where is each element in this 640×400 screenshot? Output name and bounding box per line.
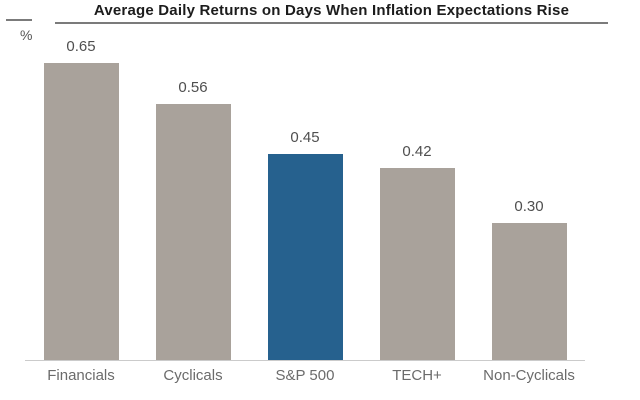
bar-group-non-cyclicals: 0.30 xyxy=(473,30,585,360)
chart-title: Average Daily Returns on Days When Infla… xyxy=(55,2,608,24)
bar-value-non-cyclicals: 0.30 xyxy=(514,198,544,215)
bar-group-financials: 0.65 xyxy=(25,30,137,360)
x-tick-financials: Financials xyxy=(47,367,115,384)
bar-value-s-p-500: 0.45 xyxy=(290,129,320,146)
bar-value-cyclicals: 0.56 xyxy=(178,79,208,96)
x-axis-labels: Financials Cyclicals S&P 500 TECH+ Non-Cycli… xyxy=(25,367,585,384)
bar-value-financials: 0.65 xyxy=(66,38,96,55)
y-axis-unit-label: % xyxy=(20,27,33,43)
bar-group-cyclicals: 0.56 xyxy=(137,30,249,360)
x-tick-non-cyclicals: Non-Cyclicals xyxy=(483,367,575,384)
bar-financials xyxy=(43,63,119,360)
x-tick-s-p-500: S&P 500 xyxy=(275,367,335,384)
x-tick-tech: TECH+ xyxy=(392,367,442,384)
plot-area: 0.65 0.56 0.45 0.42 0.30 xyxy=(25,30,585,360)
bar-value-tech: 0.42 xyxy=(402,143,432,160)
bar-group-s-p-500: 0.45 xyxy=(249,30,361,360)
x-axis-line xyxy=(25,360,585,361)
bar-group-tech: 0.42 xyxy=(361,30,473,360)
bar-tech xyxy=(379,168,455,360)
bar-non-cyclicals xyxy=(491,223,567,360)
x-tick-cyclicals: Cyclicals xyxy=(163,367,223,384)
bar-s-p-500 xyxy=(267,154,343,360)
bar-cyclicals xyxy=(155,104,231,360)
left-rule-line xyxy=(6,19,32,21)
